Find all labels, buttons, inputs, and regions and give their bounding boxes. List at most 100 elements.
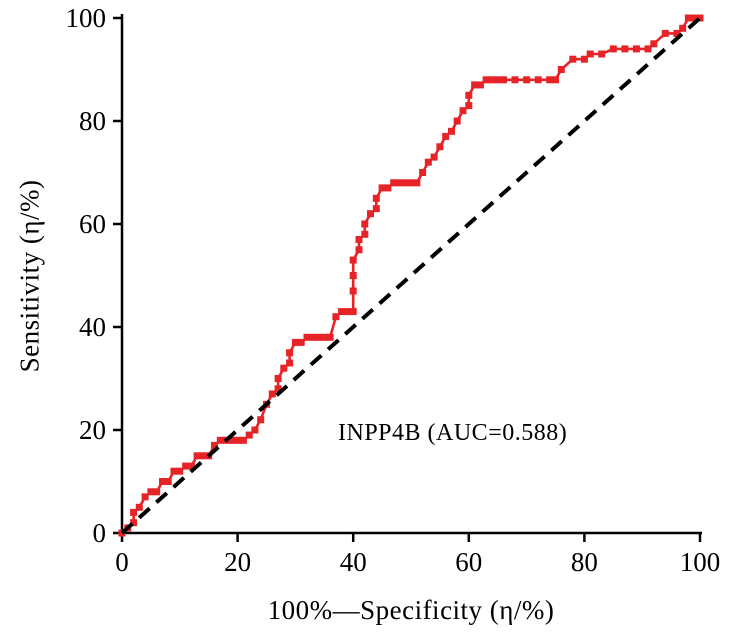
roc-marker [372, 205, 380, 213]
roc-marker [349, 256, 357, 264]
roc-marker [135, 503, 143, 511]
roc-marker [690, 14, 698, 22]
roc-marker [488, 76, 496, 84]
roc-marker [442, 132, 450, 140]
roc-marker [650, 40, 658, 48]
roc-marker [378, 184, 386, 192]
roc-marker [326, 333, 334, 341]
x-tick-label: 0 [115, 547, 129, 577]
roc-marker [580, 55, 588, 63]
roc-marker [153, 488, 161, 496]
roc-marker [482, 76, 490, 84]
roc-marker [500, 76, 507, 84]
roc-marker [245, 431, 253, 439]
x-tick-label: 80 [571, 547, 598, 577]
auc-annotation: INPP4B (AUC=0.588) [338, 420, 568, 446]
roc-marker [274, 375, 282, 382]
roc-marker [338, 308, 346, 316]
roc-marker [372, 194, 380, 202]
roc-marker [471, 81, 479, 89]
roc-marker [147, 488, 155, 496]
roc-marker [453, 117, 461, 125]
roc-marker [303, 333, 311, 341]
roc-marker [684, 14, 692, 22]
roc-marker [141, 493, 149, 501]
roc-marker [632, 45, 640, 53]
roc-marker [696, 14, 704, 22]
roc-marker [355, 246, 363, 254]
roc-marker [557, 66, 565, 73]
roc-marker [644, 45, 652, 53]
roc-marker [164, 478, 172, 485]
y-tick-label: 0 [93, 518, 107, 548]
roc-marker [609, 45, 617, 53]
roc-marker [182, 462, 190, 470]
x-tick-label: 100 [680, 547, 721, 577]
roc-marker [401, 179, 409, 187]
roc-marker [228, 436, 236, 444]
roc-marker [170, 467, 178, 475]
roc-marker [286, 349, 294, 357]
roc-marker [465, 91, 473, 99]
roc-marker [407, 179, 415, 187]
y-tick-label: 60 [79, 209, 106, 239]
roc-marker [332, 313, 340, 321]
roc-marker [534, 76, 542, 84]
roc-marker [361, 230, 369, 238]
roc-marker [436, 143, 444, 151]
roc-marker [395, 179, 403, 187]
y-tick-label: 100 [66, 3, 107, 33]
roc-marker [413, 179, 421, 187]
roc-marker [355, 236, 363, 243]
roc-marker [465, 102, 473, 110]
roc-marker [268, 390, 276, 398]
roc-marker [130, 508, 138, 516]
x-tick-label: 60 [455, 547, 482, 577]
roc-marker [234, 436, 242, 444]
roc-marker [586, 50, 594, 58]
roc-marker [390, 179, 398, 187]
x-tick-label: 40 [340, 547, 367, 577]
roc-marker [661, 29, 669, 37]
roc-marker [239, 436, 247, 444]
roc-marker [291, 338, 299, 346]
roc-marker [384, 184, 392, 192]
roc-marker [367, 210, 374, 218]
roc-marker [216, 436, 224, 444]
roc-marker [430, 153, 438, 161]
y-tick-label: 80 [79, 106, 106, 136]
roc-marker [199, 452, 207, 460]
roc-marker [349, 272, 357, 279]
roc-marker [679, 24, 687, 32]
roc-marker [459, 107, 467, 115]
roc-marker [159, 478, 166, 485]
y-tick-label: 40 [79, 312, 106, 342]
roc-marker [309, 333, 317, 341]
roc-marker [315, 333, 322, 341]
roc-marker [552, 76, 559, 84]
roc-marker [176, 467, 184, 475]
roc-marker [343, 308, 351, 316]
roc-marker [494, 76, 502, 84]
roc-marker [569, 55, 577, 63]
roc-marker [297, 338, 305, 346]
y-axis-label: Sensitivity (η/%) [14, 179, 45, 373]
reference-line [120, 16, 702, 535]
roc-marker [673, 29, 681, 37]
roc-marker [193, 452, 201, 460]
roc-marker [621, 45, 629, 53]
roc-marker [286, 359, 294, 367]
roc-marker [419, 169, 427, 176]
roc-marker [257, 416, 265, 424]
roc-marker [349, 287, 357, 295]
roc-marker [280, 364, 288, 372]
x-tick-label: 20 [224, 547, 251, 577]
roc-marker [598, 50, 606, 58]
roc-marker [130, 519, 138, 527]
roc-marker [546, 76, 554, 84]
x-axis-label: 100%—Specificity (η/%) [267, 595, 555, 625]
roc-marker [511, 76, 519, 84]
y-tick-label: 20 [79, 415, 106, 445]
